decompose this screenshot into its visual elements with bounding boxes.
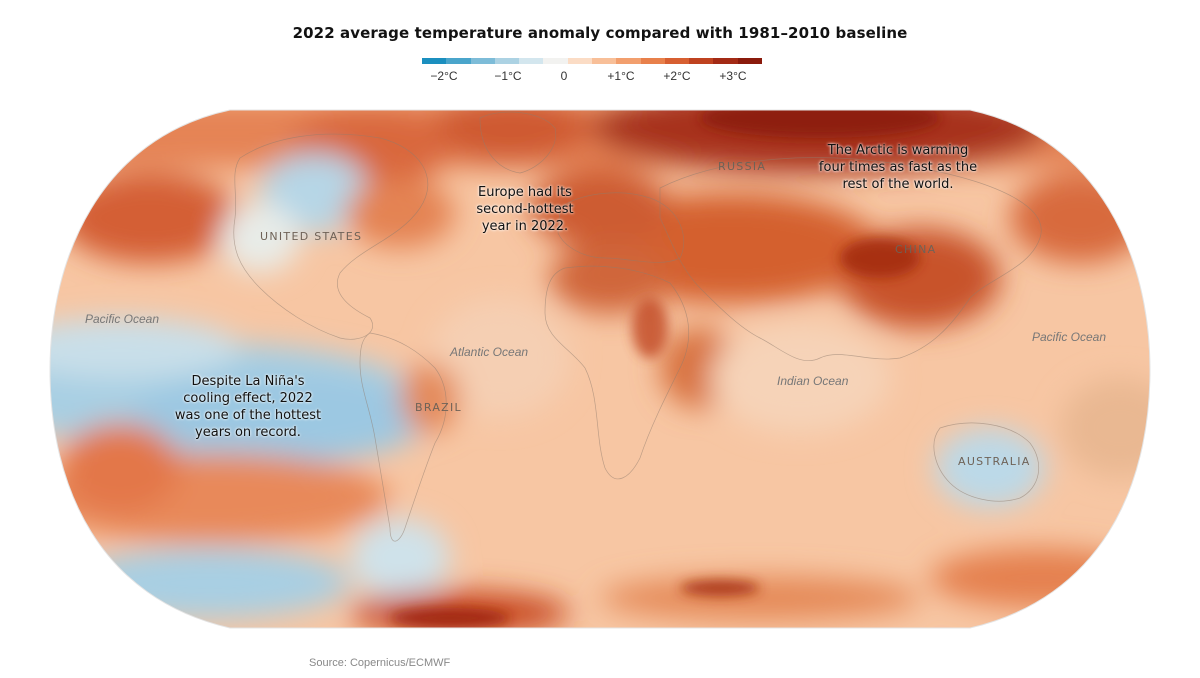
world-map: RUSSIA UNITED STATES CHINA BRAZIL AUSTRA… xyxy=(40,98,1160,643)
legend-label-plus3: +3°C xyxy=(719,69,747,83)
label-pacific-ocean-west: Pacific Ocean xyxy=(85,312,160,326)
annotation-europe: Europe had its second-hottest year in 20… xyxy=(476,185,574,234)
label-indian-ocean: Indian Ocean xyxy=(777,374,849,388)
legend-swatch xyxy=(640,58,665,64)
legend-color-bar xyxy=(422,58,762,64)
label-china: CHINA xyxy=(895,243,937,256)
anomaly-map-svg xyxy=(49,109,1151,629)
legend-swatch xyxy=(713,58,738,64)
legend-swatch xyxy=(543,58,568,64)
legend-label-plus2: +2°C xyxy=(663,69,691,83)
globe-area xyxy=(50,110,1150,628)
label-brazil: BRAZIL xyxy=(415,401,462,414)
label-australia: AUSTRALIA xyxy=(958,455,1031,468)
annotation-arctic: The Arctic is warming four times as fast… xyxy=(818,143,978,192)
legend-swatch xyxy=(519,58,544,64)
chart-title: 2022 average temperature anomaly compare… xyxy=(292,24,908,42)
legend-label-minus2: −2°C xyxy=(430,69,458,83)
legend-swatch xyxy=(446,58,471,64)
label-russia: RUSSIA xyxy=(718,160,767,173)
label-pacific-ocean-east: Pacific Ocean xyxy=(1032,330,1107,344)
source-note: Source: Copernicus/ECMWF xyxy=(309,657,451,669)
legend-label-zero: 0 xyxy=(560,69,568,83)
legend-label-minus1: −1°C xyxy=(494,69,522,83)
legend-swatch xyxy=(591,58,617,64)
legend-swatch xyxy=(616,58,641,64)
annotation-la-nina: Despite La Niña's cooling effect, 2022 w… xyxy=(174,374,322,440)
label-atlantic-ocean: Atlantic Ocean xyxy=(450,345,529,359)
legend-swatch xyxy=(737,58,762,64)
legend-swatch xyxy=(494,58,520,64)
legend-swatch xyxy=(664,58,690,64)
legend-label-plus1: +1°C xyxy=(607,69,635,83)
label-united-states: UNITED STATES xyxy=(260,230,363,243)
legend-swatch xyxy=(567,58,592,64)
legend-swatch xyxy=(422,58,447,64)
legend-swatch xyxy=(470,58,495,64)
legend-swatch xyxy=(689,58,714,64)
color-legend: −2°C −1°C 0 +1°C +2°C +3°C xyxy=(422,58,762,88)
